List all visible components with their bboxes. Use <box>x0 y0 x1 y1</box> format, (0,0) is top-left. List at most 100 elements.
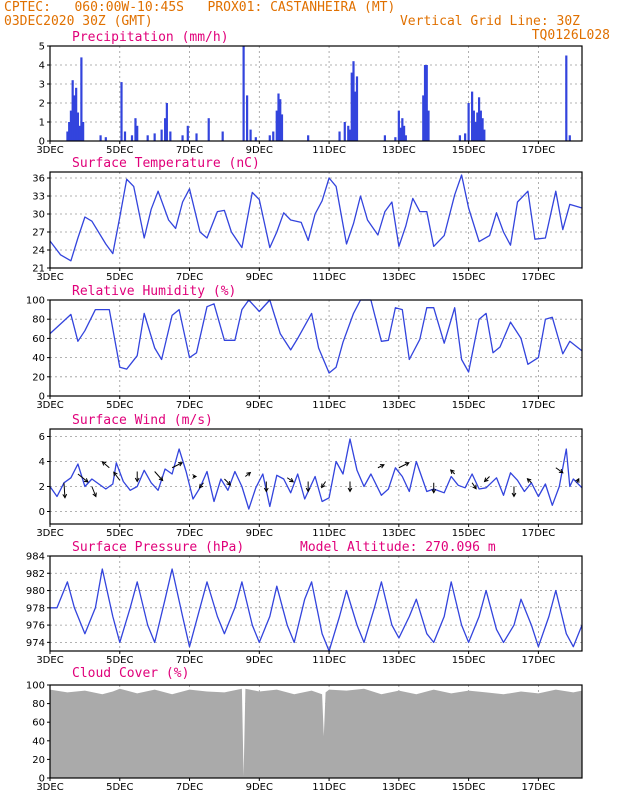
y-tick-label: 20 <box>32 755 45 766</box>
x-tick-label: 17DEC <box>522 145 556 156</box>
x-tick-label: 3DEC <box>36 400 63 411</box>
y-tick-label: 980 <box>26 586 45 597</box>
x-tick-label: 11DEC <box>312 145 346 156</box>
precip-bar <box>355 76 359 141</box>
precip-bar <box>279 99 282 141</box>
y-tick-label: 4 <box>39 457 45 468</box>
x-tick-label: 5DEC <box>106 400 133 411</box>
precip-bar <box>254 137 257 141</box>
wind-arrow <box>305 481 311 493</box>
precip-bar <box>425 65 428 141</box>
precip-bar <box>169 131 172 141</box>
panel-frame <box>49 45 583 142</box>
precip-bar <box>268 135 271 141</box>
x-tick-label: 13DEC <box>382 655 416 666</box>
precip-bar <box>383 135 386 141</box>
y-tick-label: 60 <box>32 718 45 729</box>
wind-arrow <box>263 481 269 493</box>
precip-bar <box>481 118 484 141</box>
x-tick-label: 5DEC <box>106 528 133 539</box>
precip-bar <box>422 95 425 141</box>
panel-title: Surface Wind (m/s) <box>72 413 213 428</box>
precip-bar <box>404 135 407 141</box>
x-tick-label: 15DEC <box>452 272 486 283</box>
wind-arrow <box>575 477 580 483</box>
header-left-line2: 03DEC2020 30Z (GMT) <box>4 14 153 29</box>
x-tick-label: 9DEC <box>246 400 273 411</box>
x-tick-label: 5DEC <box>106 272 133 283</box>
precip-bar <box>472 110 475 141</box>
precip-bar <box>195 133 198 141</box>
precip-bar <box>207 118 210 141</box>
precip-bar <box>136 125 139 141</box>
wind-arrow <box>526 478 532 484</box>
wind-arrow <box>224 478 232 486</box>
precip-bar <box>474 122 477 141</box>
precip-bar <box>160 129 163 141</box>
y-tick-label: 30 <box>32 210 45 221</box>
x-tick-label: 3DEC <box>36 145 63 156</box>
precip-bar <box>479 110 482 141</box>
y-tick-label: 0 <box>39 137 45 148</box>
x-tick-label: 3DEC <box>36 272 63 283</box>
wind-arrow <box>347 481 353 493</box>
panel-annotation: Model Altitude: 270.096 m <box>300 540 496 555</box>
precip-bar <box>394 137 397 141</box>
wind-arrow <box>245 471 252 477</box>
x-tick-label: 7DEC <box>176 272 203 283</box>
x-tick-label: 11DEC <box>312 272 346 283</box>
y-tick-label: 40 <box>32 736 45 747</box>
wind-arrow <box>91 486 97 498</box>
precip-bar <box>123 131 127 141</box>
x-tick-label: 17DEC <box>522 528 556 539</box>
wind-arrow <box>198 482 204 489</box>
precip-bar <box>164 118 167 141</box>
precip-bar <box>471 91 474 141</box>
panel-title: Surface Temperature (nC) <box>72 156 260 171</box>
precip-bar <box>423 65 427 141</box>
y-tick-label: 80 <box>32 699 45 710</box>
precip-bar <box>68 122 71 141</box>
precip-bar <box>272 131 275 141</box>
precip-bar <box>246 95 249 141</box>
precip-bar <box>249 129 252 141</box>
wind-arrow <box>555 467 564 474</box>
x-tick-label: 15DEC <box>452 400 486 411</box>
x-tick-label: 13DEC <box>382 782 416 793</box>
x-tick-label: 11DEC <box>312 528 346 539</box>
x-tick-label: 3DEC <box>36 528 63 539</box>
x-tick-label: 13DEC <box>382 528 416 539</box>
panel-title: Precipitation (mm/h) <box>72 30 229 45</box>
precip-bar <box>69 110 73 141</box>
x-tick-label: 5DEC <box>106 655 133 666</box>
precip-bar <box>186 125 189 141</box>
wind-arrow <box>431 482 437 494</box>
precip-bar <box>153 133 156 141</box>
wind-arrow <box>286 477 295 483</box>
x-tick-label: 15DEC <box>452 528 486 539</box>
precip-bar <box>348 129 352 141</box>
x-tick-label: 9DEC <box>246 272 273 283</box>
x-tick-label: 13DEC <box>382 400 416 411</box>
precip-bar <box>352 61 355 142</box>
y-tick-label: 976 <box>26 621 45 632</box>
precip-bar <box>78 125 81 141</box>
precip-bar <box>476 112 479 141</box>
panel-title: Surface Pressure (hPa) <box>72 540 244 555</box>
y-tick-label: 36 <box>32 174 45 185</box>
y-tick-label: 24 <box>32 246 45 257</box>
precip-bar <box>565 55 568 141</box>
y-tick-label: 0 <box>39 507 45 518</box>
series-line <box>49 174 583 262</box>
y-tick-label: 982 <box>26 569 45 580</box>
y-tick-label: 33 <box>32 192 45 203</box>
precip-bar <box>483 129 486 141</box>
x-tick-label: 17DEC <box>522 782 556 793</box>
x-tick-label: 9DEC <box>246 782 273 793</box>
x-tick-label: 13DEC <box>382 272 416 283</box>
precip-bar <box>397 110 400 141</box>
y-tick-label: 2 <box>39 99 45 110</box>
precip-bar <box>467 103 470 141</box>
wind-arrow <box>321 481 327 489</box>
wind-arrow <box>77 473 89 483</box>
